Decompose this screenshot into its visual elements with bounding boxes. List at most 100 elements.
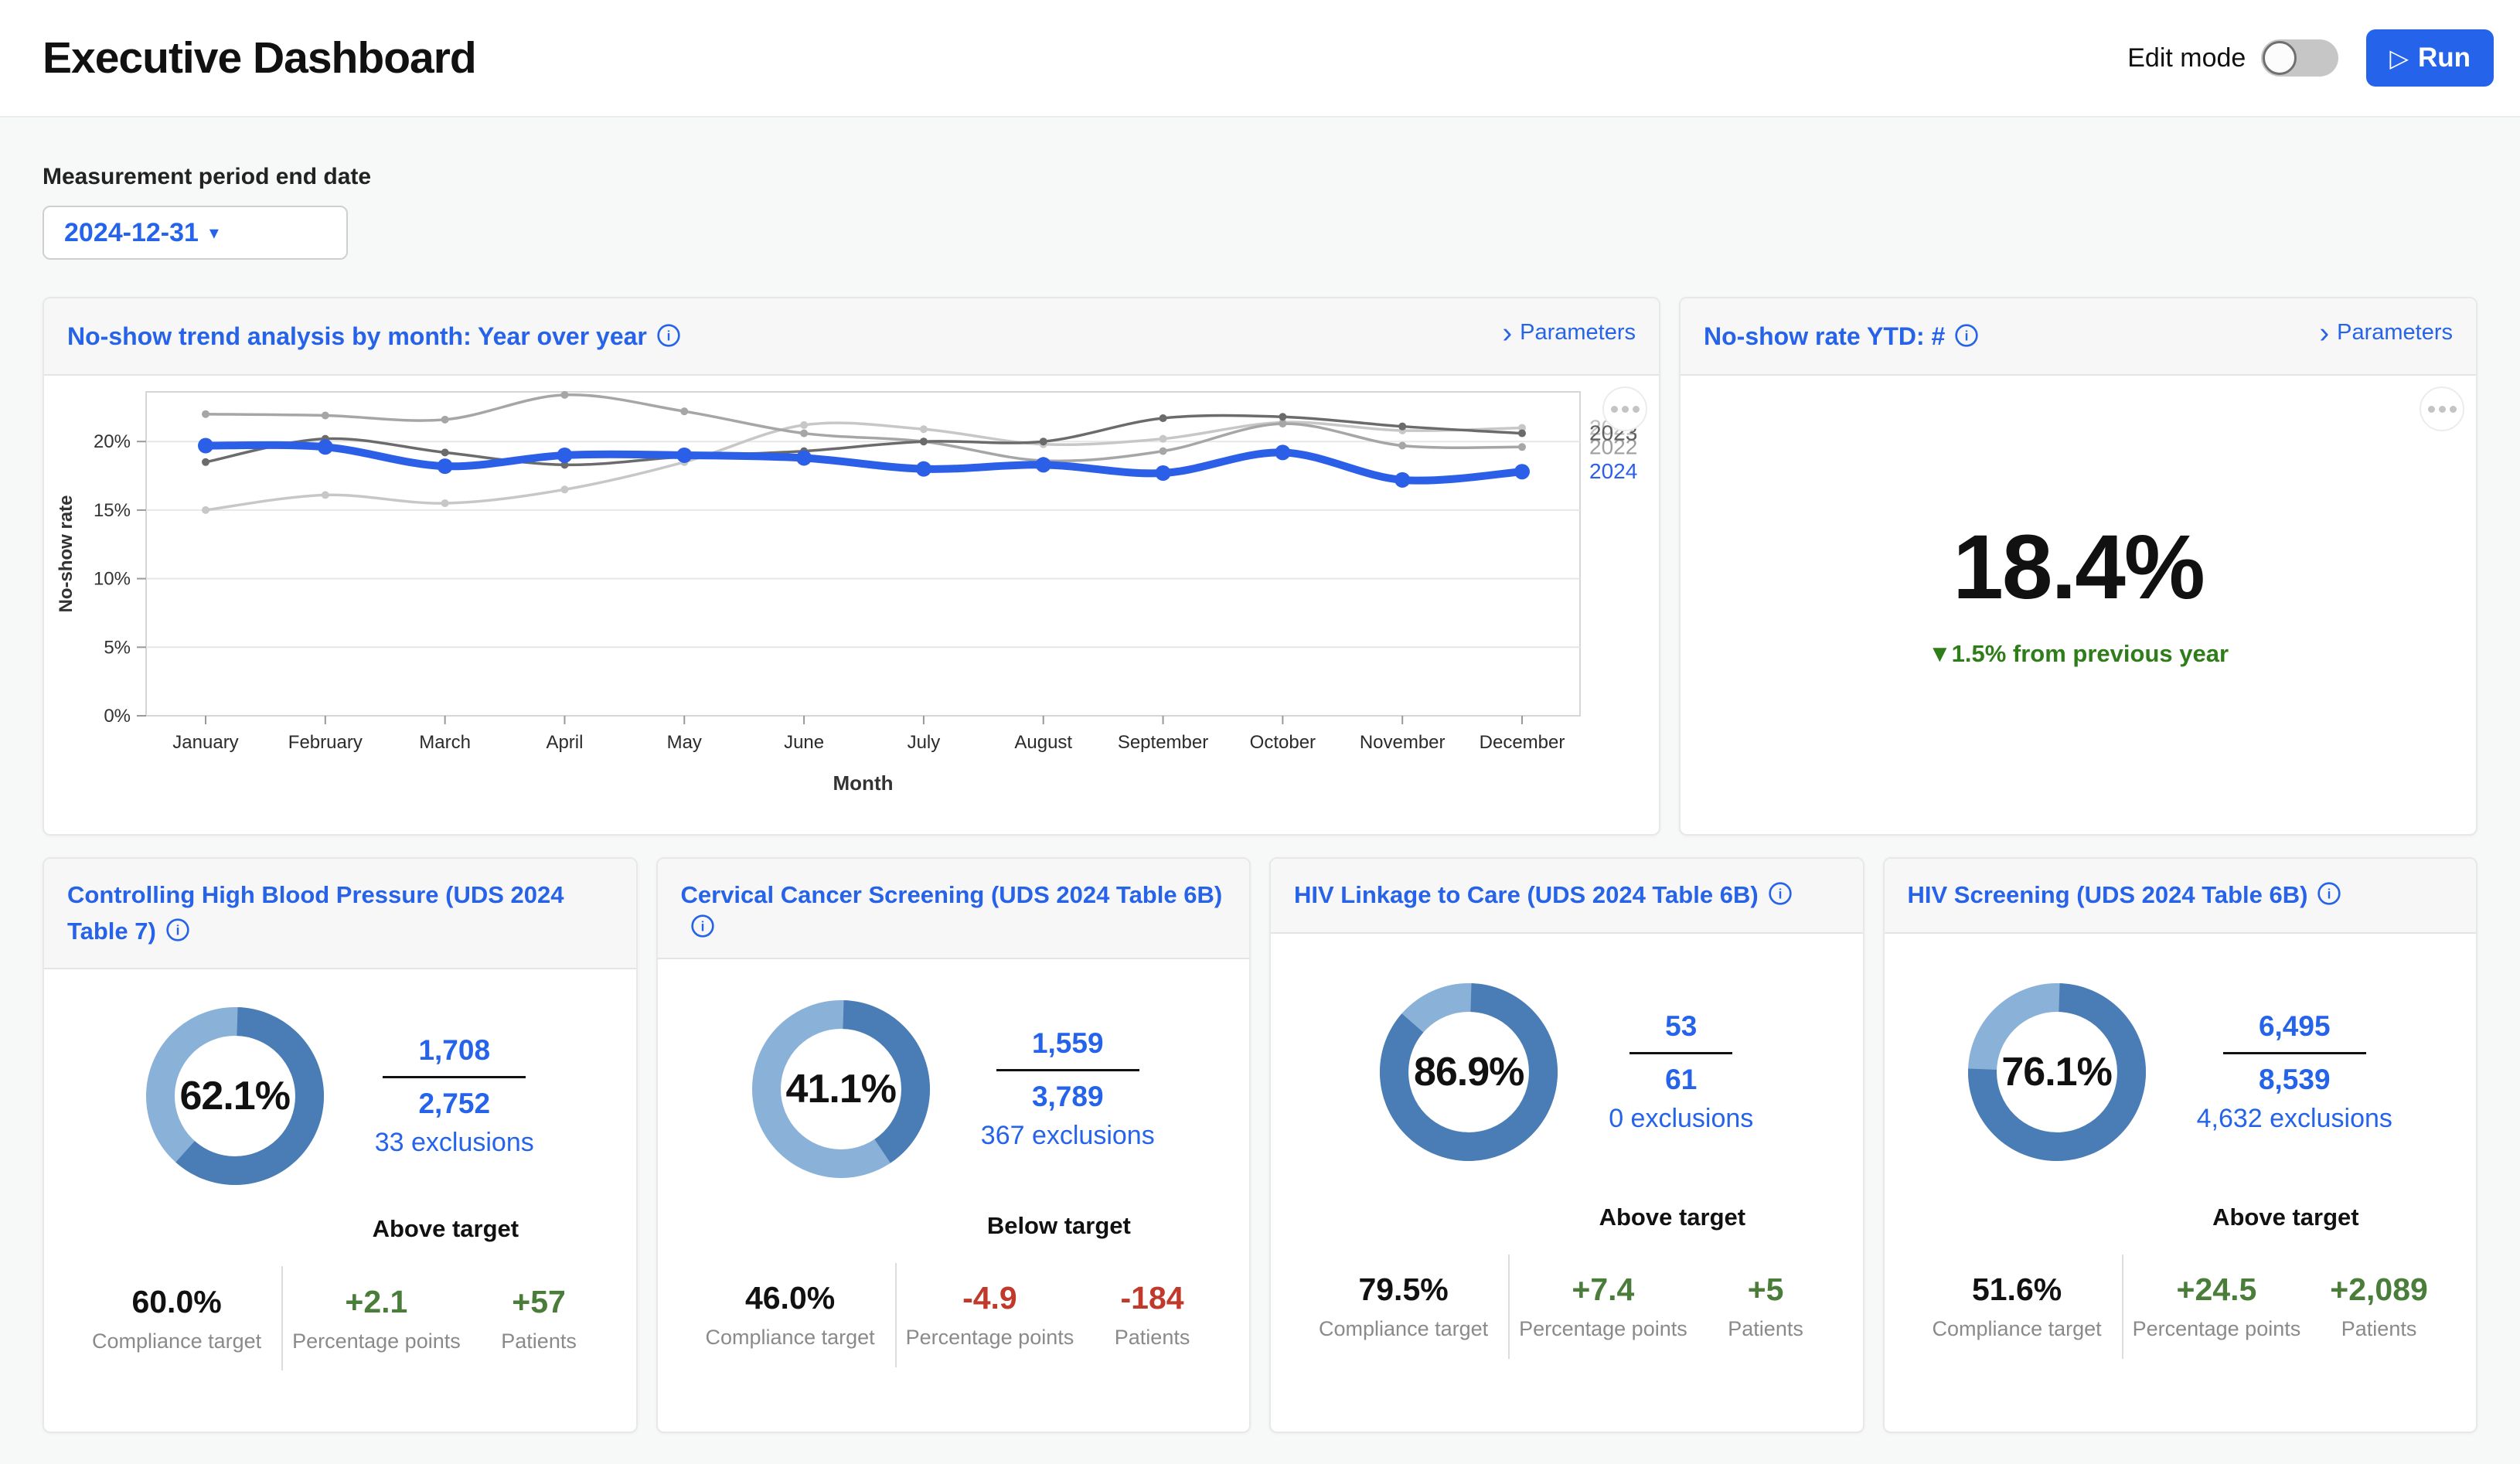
ytd-rate-value: 18.4% [1953,516,2205,618]
percentage-points-delta: +7.4 [1572,1272,1635,1307]
divider [1508,1254,1510,1359]
chevron-right-icon: › [2319,316,2330,349]
svg-text:2022: 2022 [1589,435,1637,459]
numerator: 1,708 [383,1034,526,1078]
percentage-points-delta: +2.1 [345,1283,408,1319]
compliance-target-caption: Compliance target [705,1326,875,1349]
card-header: Cervical Cancer Screening (UDS 2024 Tabl… [657,859,1249,959]
measurement-period-label: Measurement period end date [43,164,372,189]
page-title: Executive Dashboard [43,33,477,83]
run-button[interactable]: ▷ Run [2366,29,2494,87]
info-icon[interactable]: i [2317,881,2341,906]
card-cervical-cancer-screening: Cervical Cancer Screening (UDS 2024 Tabl… [656,857,1251,1433]
card-title: Controlling High Blood Pressure (UDS 202… [67,881,564,945]
numerator-denominator: 1,708 2,752 33 exclusions [375,1034,534,1158]
card-title: HIV Screening (UDS 2024 Table 6B) [1907,881,2308,908]
card-title: HIV Linkage to Care (UDS 2024 Table 6B) [1294,881,1759,908]
patients-delta: -184 [1120,1280,1184,1316]
svg-text:No-show rate: No-show rate [56,495,77,613]
compliance-donut-chart: 41.1% [751,1000,930,1178]
svg-text:20%: 20% [94,432,131,453]
edit-mode-label: Edit mode [2127,43,2246,73]
target-status: Above target [2212,1203,2359,1231]
svg-text:July: July [908,732,941,753]
svg-text:March: March [419,732,471,753]
metric-cards-row: Controlling High Blood Pressure (UDS 202… [43,857,2477,1433]
chevron-right-icon: › [1502,316,1513,349]
patients-caption: Patients [1728,1317,1803,1340]
numerator-denominator: 1,559 3,789 367 exclusions [981,1027,1155,1151]
card-body: 62.1% 1,708 2,752 33 exclusions Above ta… [44,969,636,1432]
ytd-panel: No-show rate YTD: # i › Parameters 18.4% … [1679,297,2477,836]
run-button-label: Run [2417,43,2471,73]
info-icon[interactable]: i [690,914,715,938]
more-options-button[interactable] [1602,386,1647,432]
svg-text:i: i [666,329,670,344]
numerator-denominator: 53 61 0 exclusions [1609,1010,1753,1134]
svg-text:September: September [1118,732,1208,753]
target-status: Above target [372,1215,519,1242]
svg-text:i: i [700,918,704,934]
card-hiv-linkage-to-care: HIV Linkage to Care (UDS 2024 Table 6B) i… [1269,857,1864,1433]
svg-text:0%: 0% [104,706,131,727]
card-stats: Above target 79.5% Compliance target +7.… [1299,1204,1835,1359]
info-icon[interactable]: i [656,323,681,348]
ytd-panel-body: 18.4% ▼1.5% from previous year [1681,376,2476,834]
target-status: Above target [1599,1203,1746,1231]
edit-mode-toggle[interactable] [2261,39,2339,77]
svg-text:January: January [172,732,238,753]
target-status: Below target [986,1211,1131,1239]
trend-parameters-link[interactable]: › Parameters [1502,316,1636,349]
svg-text:i: i [1965,329,1969,344]
numerator: 6,495 [2222,1010,2366,1054]
percentage-points-delta: +24.5 [2176,1272,2257,1307]
top-panels-row: No-show trend analysis by month: Year ov… [43,297,2477,836]
svg-text:August: August [1014,732,1072,753]
compliance-target-caption: Compliance target [1319,1317,1489,1340]
info-icon[interactable]: i [1954,323,1979,348]
numerator: 53 [1629,1010,1733,1054]
patients-delta: +57 [512,1283,566,1319]
divider [894,1262,897,1367]
percentage-points-caption: Percentage points [905,1326,1074,1349]
compliance-target-caption: Compliance target [92,1329,262,1353]
compliance-target-value: 60.0% [131,1283,222,1319]
info-icon[interactable]: i [1768,881,1793,906]
denominator: 3,789 [1031,1081,1104,1112]
svg-text:i: i [175,922,179,938]
denominator: 61 [1665,1064,1698,1095]
donut-percentage: 62.1% [179,1074,291,1118]
denominator: 8,539 [2258,1064,2331,1095]
card-body: 76.1% 6,495 8,539 4,632 exclusions Above… [1885,934,2477,1432]
svg-text:October: October [1250,732,1316,753]
card-header: Controlling High Blood Pressure (UDS 202… [44,859,636,969]
top-bar: Executive Dashboard Edit mode ▷ Run [0,0,2520,117]
svg-text:April: April [546,732,583,753]
trend-panel-header: No-show trend analysis by month: Year ov… [44,298,1659,376]
donut-percentage: 76.1% [2001,1050,2112,1095]
card-controlling-high-blood-pressure: Controlling High Blood Pressure (UDS 202… [43,857,638,1433]
edit-mode-control: Edit mode [2127,39,2339,77]
compliance-donut-chart: 76.1% [1967,983,2146,1161]
measurement-period-dropdown[interactable]: 2024-12-31 ▾ [43,206,348,260]
play-icon: ▷ [2389,44,2409,72]
svg-text:June: June [784,732,824,753]
card-stats: Below target 46.0% Compliance target -4.… [686,1212,1222,1367]
ytd-delta: ▼1.5% from previous year [1927,639,2229,667]
trend-panel-body: 0% 5% 10% 15% 20% January February March April Ma… [44,376,1659,834]
dashboard-content: Measurement period end date 2024-12-31 ▾… [0,117,2520,1433]
percentage-points-caption: Percentage points [2132,1317,2301,1340]
percentage-points-caption: Percentage points [292,1329,461,1353]
card-title: Cervical Cancer Screening (UDS 2024 Tabl… [680,881,1223,908]
more-options-button[interactable] [2420,386,2464,432]
ytd-parameters-link[interactable]: › Parameters [2319,316,2453,349]
info-icon[interactable]: i [165,918,190,942]
divider [281,1266,284,1370]
parameters-label: Parameters [1520,320,1636,345]
svg-text:5%: 5% [104,638,131,659]
card-header: HIV Screening (UDS 2024 Table 6B) i [1884,859,2476,934]
svg-text:November: November [1360,732,1446,753]
donut-percentage: 41.1% [785,1067,897,1112]
card-hiv-screening: HIV Screening (UDS 2024 Table 6B) i 76.1%… [1882,857,2477,1433]
svg-text:May: May [667,732,702,753]
